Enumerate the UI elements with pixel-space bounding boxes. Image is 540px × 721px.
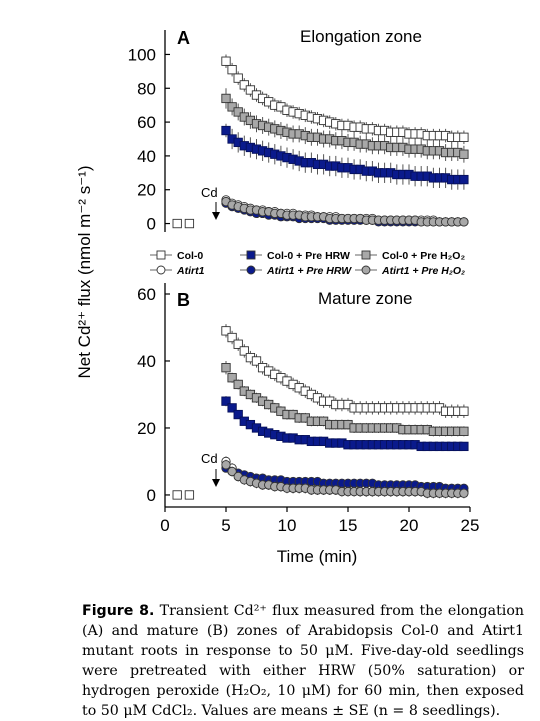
series-col-0-pre-hrw [221, 396, 469, 452]
data-point [233, 73, 243, 83]
data-point [459, 426, 469, 436]
panel-b-y-ticks: 0 20 40 60 [137, 285, 170, 505]
legend-item: Col-0 + Pre HRW [240, 250, 350, 262]
panel-b-data [172, 324, 469, 500]
legend-item: Col-0 [150, 250, 203, 262]
x-axis-title: Time (min) [277, 547, 358, 566]
panel-a-data [172, 54, 469, 229]
legend-item: Atirt1 [150, 265, 205, 277]
caption-label: Figure 8. [82, 603, 155, 619]
y-tick-label: 40 [137, 352, 156, 371]
legend-item: Atirt1 + Pre HRW [240, 265, 352, 277]
y-tick-label: 100 [128, 45, 156, 64]
y-tick-label: 20 [137, 419, 156, 438]
legend-item: Col-0 + Pre H₂O₂ [355, 250, 465, 262]
data-point [227, 403, 237, 413]
y-tick-label: 60 [137, 113, 156, 132]
data-point [233, 409, 243, 420]
figure-caption: Figure 8. Transient Cd²⁺ flux measured f… [82, 601, 524, 721]
data-point [227, 466, 237, 477]
legend-label: Col-0 + Pre H₂O₂ [382, 250, 465, 262]
legend-label: Col-0 [177, 250, 203, 262]
legend-marker [246, 265, 256, 275]
data-point [239, 80, 249, 90]
data-point [251, 356, 262, 366]
series-atirt1-pre-h2o2 [221, 196, 469, 227]
legend-marker [361, 265, 371, 275]
data-point [184, 490, 195, 500]
series-col-0-pre-h2o2 [221, 360, 469, 437]
data-point [459, 488, 469, 498]
panel-a-letter: A [177, 28, 190, 48]
panel-b-mature-zone: 0 20 40 60 0 5 10 15 20 25 B Mature zone Cd Time… [137, 283, 479, 566]
data-point [221, 326, 231, 336]
data-point [227, 102, 237, 112]
data-point [221, 56, 231, 66]
data-point [233, 107, 243, 117]
data-point [459, 441, 469, 452]
caption-text: Transient Cd²⁺ flux measured from the el… [82, 603, 524, 719]
data-point [172, 490, 182, 500]
y-axis-title: Net Cd²⁺ flux (nmol m⁻² s⁻¹) [75, 166, 94, 379]
data-point [233, 339, 243, 349]
data-point [221, 93, 231, 104]
series-col-0-pre-h2o2 [221, 88, 469, 163]
x-tick-label: 15 [339, 516, 358, 535]
series-atirt1-pre-h2o2 [221, 459, 469, 499]
data-point [459, 406, 469, 416]
panel-a-elongation-zone: 0 20 40 60 80 100 A Elongation zone Cd [128, 27, 469, 234]
data-point [459, 149, 469, 159]
x-tick-label: 10 [278, 516, 297, 535]
data-point [221, 125, 231, 136]
y-tick-label: 0 [147, 215, 156, 234]
legend-marker [246, 250, 256, 260]
data-point [233, 379, 243, 390]
panel-a-title: Elongation zone [300, 27, 422, 46]
panel-a-cd-arrow [212, 202, 220, 220]
series-col-0-pre-hrw [221, 123, 469, 190]
data-point [221, 460, 231, 470]
legend-marker [156, 250, 166, 260]
legend-label: Atirt1 + Pre H₂O₂ [381, 265, 465, 277]
data-point [221, 396, 231, 406]
legend-label: Atirt1 [176, 265, 205, 277]
panel-a-y-ticks: 0 20 40 60 80 100 [128, 45, 170, 234]
data-point [227, 373, 237, 383]
y-tick-label: 60 [137, 285, 156, 304]
data-point [239, 346, 249, 356]
data-point [184, 218, 195, 229]
y-tick-label: 40 [137, 147, 156, 166]
panel-b-x-ticks: 0 5 10 15 20 25 [160, 507, 479, 535]
figure-8: Net Cd²⁺ flux (nmol m⁻² s⁻¹) 0 20 40 60 80 10… [75, 27, 479, 566]
y-tick-label: 20 [137, 181, 156, 200]
panel-b-cd-arrow [212, 469, 220, 487]
y-tick-label: 0 [147, 486, 156, 505]
legend-item: Atirt1 + Pre H₂O₂ [355, 265, 465, 277]
y-tick-label: 80 [137, 79, 156, 98]
panel-a-cd-annotation: Cd [201, 185, 218, 200]
legend-label: Atirt1 + Pre HRW [266, 265, 352, 277]
panel-b-letter: B [177, 290, 190, 310]
series-atirt1-pre-hrw [221, 463, 469, 493]
data-point [459, 217, 469, 227]
data-point [227, 65, 237, 75]
data-point [172, 218, 182, 229]
x-tick-label: 5 [221, 516, 230, 535]
legend-marker [156, 265, 166, 275]
x-tick-label: 0 [160, 516, 169, 535]
panel-b-title: Mature zone [318, 289, 413, 308]
panel-b-cd-annotation: Cd [201, 451, 218, 466]
data-point [227, 332, 237, 343]
data-point [459, 132, 469, 142]
data-point [459, 174, 469, 185]
legend: Col-0 Col-0 + Pre HRW Col-0 + Pre H₂O₂ Atir… [150, 250, 465, 277]
series-col-0 [172, 54, 469, 229]
series-col-0 [172, 324, 469, 500]
legend-label: Col-0 + Pre HRW [267, 250, 350, 262]
legend-marker [361, 250, 371, 260]
data-point [245, 85, 256, 95]
x-tick-label: 25 [461, 516, 480, 535]
x-tick-label: 20 [400, 516, 419, 535]
data-point [221, 363, 231, 373]
